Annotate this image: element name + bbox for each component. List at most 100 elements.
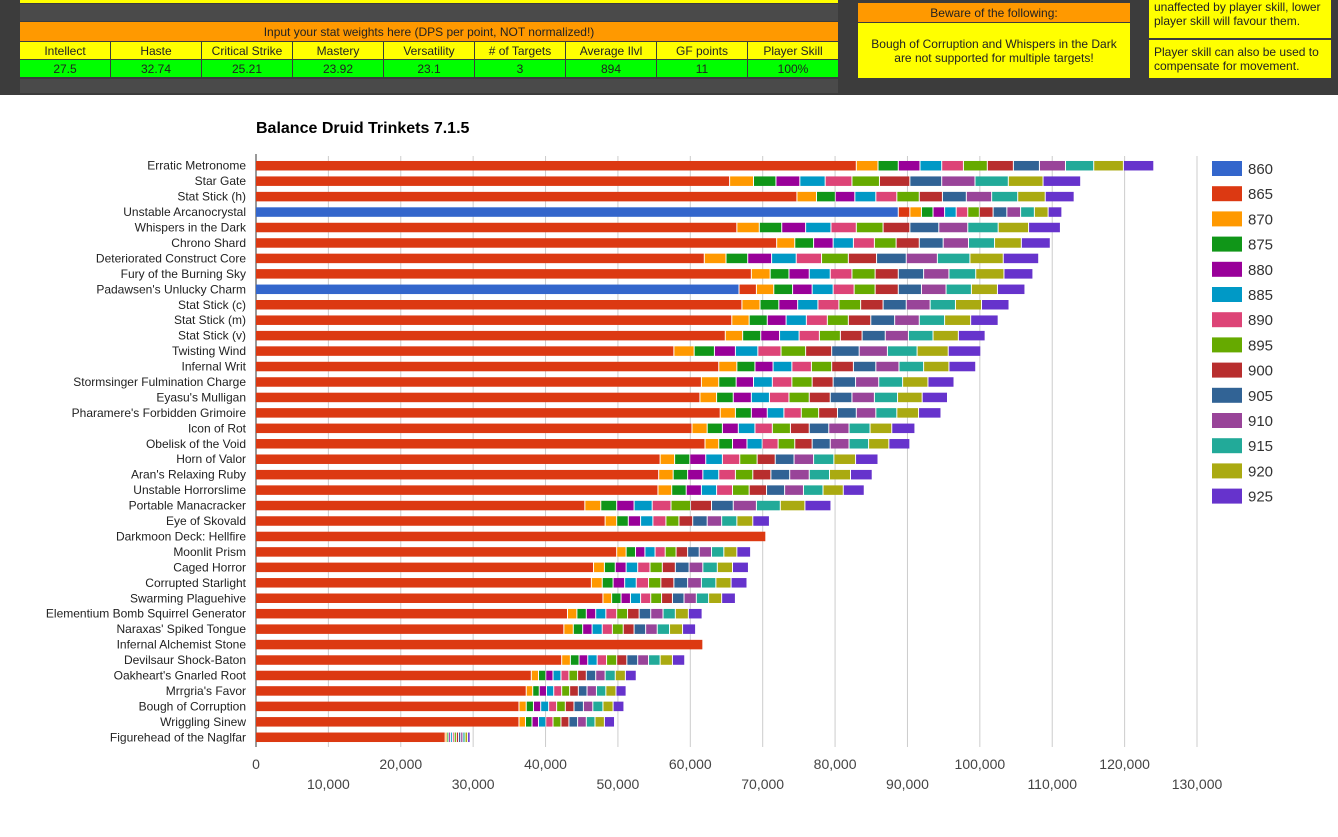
bar-segment[interactable]: [256, 578, 591, 588]
bar-segment[interactable]: [256, 670, 531, 681]
bar-segment[interactable]: [794, 454, 814, 464]
bar-segment[interactable]: [773, 361, 792, 372]
bar-segment[interactable]: [806, 315, 827, 325]
bar-segment[interactable]: [617, 655, 627, 665]
bar-segment[interactable]: [684, 593, 696, 604]
bar-segment[interactable]: [955, 300, 982, 310]
bar-segment[interactable]: [719, 377, 736, 387]
bar-segment[interactable]: [445, 732, 447, 743]
bar-segment[interactable]: [657, 624, 670, 634]
bar-segment[interactable]: [733, 500, 756, 511]
bar-segment[interactable]: [874, 392, 898, 403]
bar-segment[interactable]: [662, 593, 672, 604]
bar-segment[interactable]: [782, 222, 806, 233]
bar-segment[interactable]: [557, 701, 565, 712]
bar-segment[interactable]: [601, 500, 617, 511]
bar-segment[interactable]: [662, 562, 675, 573]
bar-segment[interactable]: [852, 392, 874, 403]
bar-segment[interactable]: [755, 423, 772, 434]
bar-segment[interactable]: [646, 624, 657, 634]
bar-segment[interactable]: [756, 284, 774, 295]
bar-segment[interactable]: [801, 408, 819, 418]
bar-segment[interactable]: [256, 639, 703, 650]
bar-segment[interactable]: [968, 207, 979, 217]
bar-segment[interactable]: [832, 361, 853, 372]
bar-segment[interactable]: [818, 300, 839, 310]
bar-segment[interactable]: [748, 253, 772, 264]
bar-segment[interactable]: [784, 408, 801, 418]
bar-segment[interactable]: [814, 454, 834, 464]
bar-segment[interactable]: [816, 191, 835, 202]
bar-segment[interactable]: [797, 191, 816, 202]
bar-segment[interactable]: [549, 701, 557, 712]
bar-segment[interactable]: [256, 392, 700, 403]
bar-segment[interactable]: [737, 361, 755, 372]
bar-segment[interactable]: [854, 284, 875, 295]
bar-segment[interactable]: [772, 423, 790, 434]
bar-segment[interactable]: [586, 717, 595, 727]
bar-segment[interactable]: [1007, 207, 1021, 217]
bar-segment[interactable]: [617, 500, 634, 511]
bar-segment[interactable]: [592, 624, 602, 634]
bar-segment[interactable]: [849, 423, 870, 434]
bar-segment[interactable]: [546, 686, 554, 696]
bar-segment[interactable]: [987, 160, 1013, 171]
bar-segment[interactable]: [256, 717, 519, 727]
stat-value-cell[interactable]: 32.74: [111, 60, 201, 77]
bar-segment[interactable]: [709, 593, 722, 604]
bar-segment[interactable]: [979, 207, 993, 217]
bar-segment[interactable]: [716, 578, 731, 588]
bar-segment[interactable]: [562, 686, 570, 696]
bar-segment[interactable]: [903, 377, 928, 387]
bar-segment[interactable]: [774, 284, 793, 295]
bar-segment[interactable]: [605, 516, 617, 526]
bar-segment[interactable]: [982, 300, 1009, 310]
bar-segment[interactable]: [830, 269, 852, 279]
bar-segment[interactable]: [829, 423, 849, 434]
bar-segment[interactable]: [570, 655, 579, 665]
bar-segment[interactable]: [851, 469, 872, 480]
bar-segment[interactable]: [737, 222, 759, 233]
bar-segment[interactable]: [767, 408, 784, 418]
bar-segment[interactable]: [595, 717, 604, 727]
bar-segment[interactable]: [879, 176, 910, 186]
stat-value-cell[interactable]: 3: [475, 60, 565, 77]
bar-segment[interactable]: [942, 191, 966, 202]
bar-segment[interactable]: [1039, 160, 1065, 171]
bar-segment[interactable]: [663, 608, 675, 619]
bar-segment[interactable]: [519, 717, 525, 727]
bar-segment[interactable]: [874, 238, 896, 248]
bar-segment[interactable]: [875, 269, 898, 279]
bar-segment[interactable]: [449, 732, 451, 743]
bar-segment[interactable]: [688, 547, 699, 557]
bar-segment[interactable]: [539, 686, 546, 696]
bar-segment[interactable]: [725, 330, 743, 341]
bar-segment[interactable]: [463, 732, 465, 743]
bar-segment[interactable]: [531, 670, 539, 681]
bar-segment[interactable]: [898, 160, 920, 171]
bar-segment[interactable]: [839, 300, 861, 310]
bar-segment[interactable]: [896, 238, 919, 248]
bar-segment[interactable]: [822, 253, 848, 264]
bar-segment[interactable]: [780, 330, 799, 341]
bar-segment[interactable]: [942, 176, 975, 186]
bar-segment[interactable]: [856, 408, 876, 418]
bar-segment[interactable]: [562, 655, 570, 665]
bar-segment[interactable]: [819, 408, 837, 418]
bar-segment[interactable]: [701, 377, 719, 387]
bar-segment[interactable]: [753, 516, 769, 526]
bar-segment[interactable]: [652, 500, 671, 511]
bar-segment[interactable]: [892, 423, 915, 434]
bar-segment[interactable]: [942, 160, 963, 171]
bar-segment[interactable]: [717, 392, 733, 403]
bar-segment[interactable]: [798, 300, 818, 310]
bar-segment[interactable]: [256, 408, 720, 418]
bar-segment[interactable]: [793, 284, 812, 295]
bar-segment[interactable]: [995, 238, 1021, 248]
bar-segment[interactable]: [946, 284, 971, 295]
bar-segment[interactable]: [795, 439, 812, 449]
bar-segment[interactable]: [461, 732, 463, 743]
bar-segment[interactable]: [789, 392, 809, 403]
bar-segment[interactable]: [612, 593, 621, 604]
bar-segment[interactable]: [823, 485, 843, 495]
